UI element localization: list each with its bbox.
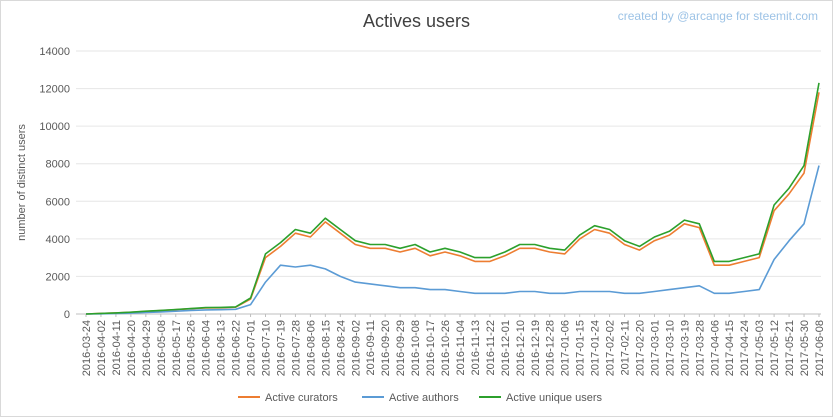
y-tick-label: 12000	[39, 84, 70, 96]
y-axis-label: number of distinct users	[16, 124, 28, 241]
x-tick-label: 2016-05-08	[156, 320, 168, 376]
y-tick-label: 2000	[46, 271, 70, 283]
x-tick-label: 2016-11-04	[455, 320, 467, 375]
x-tick-label: 2016-04-20	[126, 320, 138, 376]
y-tick-label: 4000	[46, 234, 70, 246]
legend-label: Active curators	[265, 392, 338, 404]
x-tick-label: 2016-12-19	[530, 320, 542, 376]
x-tick-label: 2016-07-10	[261, 320, 273, 376]
x-tick-label: 2016-10-08	[410, 320, 422, 376]
series-line-2	[85, 165, 820, 315]
y-tick-label: 14000	[39, 46, 70, 58]
x-tick-label: 2016-11-22	[485, 320, 497, 375]
x-tick-label: 2016-06-13	[216, 320, 228, 376]
x-tick-label: 2017-02-11	[620, 320, 632, 375]
x-tick-label: 2016-12-10	[515, 320, 527, 376]
x-tick-label: 2017-03-19	[679, 320, 691, 376]
x-tick-label: 2016-09-11	[365, 320, 377, 375]
x-tick-label: 2016-12-01	[500, 320, 512, 376]
x-tick-label: 2016-03-24	[81, 320, 93, 376]
series-line-3	[85, 82, 820, 315]
x-tick-label: 2017-04-15	[724, 320, 736, 376]
x-tick-label: 2017-04-06	[709, 320, 721, 376]
x-tick-label: 2017-01-15	[575, 320, 587, 376]
x-tick-label: 2017-01-24	[590, 320, 602, 376]
x-tick-label: 2016-05-26	[186, 320, 198, 376]
x-tick-label: 2017-02-02	[605, 320, 617, 376]
x-tick-label: 2017-01-06	[560, 320, 572, 376]
y-tick-label: 10000	[39, 121, 70, 133]
chart-title: Actives users	[362, 11, 471, 31]
x-tick-label: 2017-05-21	[784, 320, 796, 376]
y-tick-label: 6000	[46, 196, 70, 208]
x-tick-label: 2016-09-29	[395, 320, 407, 376]
x-tick-label: 2016-10-26	[440, 320, 452, 376]
x-tick-label: 2016-07-28	[290, 320, 302, 376]
x-tick-label: 2016-10-17	[425, 320, 437, 376]
series-line-1	[85, 92, 820, 315]
x-tick-label: 2016-07-19	[275, 320, 287, 376]
x-tick-label: 2017-03-28	[694, 320, 706, 376]
x-tick-label: 2016-04-11	[111, 320, 123, 375]
x-tick-label: 2017-02-20	[634, 320, 646, 376]
legend-label: Active unique users	[506, 392, 602, 404]
x-tick-label: 2017-05-12	[769, 320, 781, 376]
x-tick-label: 2016-12-28	[545, 320, 557, 376]
x-tick-label: 2016-04-02	[96, 320, 108, 376]
y-tick-label: 0	[64, 309, 70, 321]
x-tick-label: 2017-06-08	[814, 320, 826, 376]
x-tick-label: 2017-03-10	[664, 320, 676, 376]
x-tick-label: 2016-11-13	[470, 320, 482, 375]
x-tick-label: 2017-05-03	[754, 320, 766, 376]
legend-label: Active authors	[389, 392, 459, 404]
x-tick-label: 2016-08-06	[305, 320, 317, 376]
x-tick-label: 2016-08-24	[335, 320, 347, 376]
x-tick-label: 2016-09-02	[350, 320, 362, 376]
y-tick-label: 8000	[46, 159, 70, 171]
x-tick-label: 2016-06-22	[231, 320, 243, 376]
x-tick-label: 2016-07-01	[246, 320, 258, 376]
x-tick-label: 2017-03-01	[649, 320, 661, 376]
x-tick-label: 2017-05-30	[799, 320, 811, 376]
x-tick-label: 2016-05-17	[171, 320, 183, 376]
credit-text: created by @arcange for steemit.com	[617, 9, 818, 23]
x-tick-label: 2016-04-29	[141, 320, 153, 376]
x-tick-label: 2016-09-20	[380, 320, 392, 376]
x-tick-label: 2016-06-04	[201, 320, 213, 376]
x-tick-label: 2017-04-24	[739, 320, 751, 376]
x-tick-label: 2016-08-15	[320, 320, 332, 376]
